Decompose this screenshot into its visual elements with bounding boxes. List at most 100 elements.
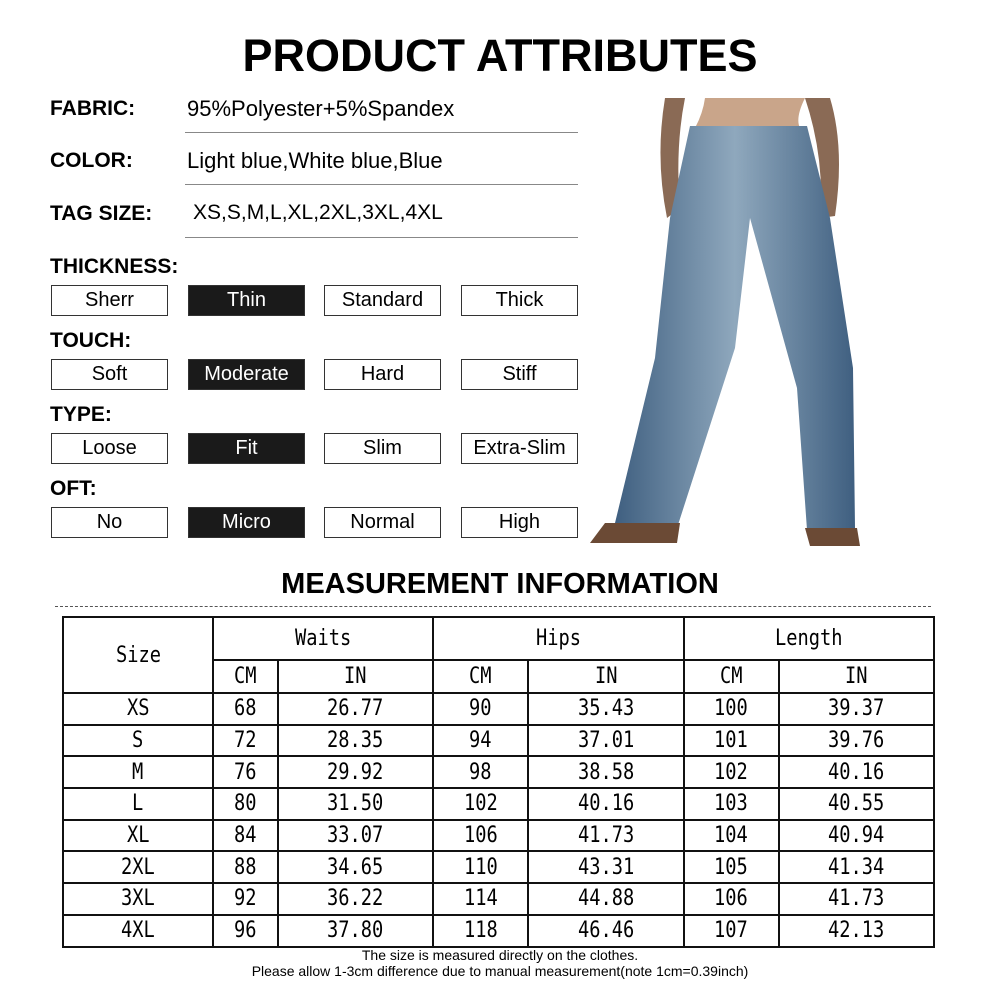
group-header-waist: Waits bbox=[211, 616, 435, 661]
option-box: Hard bbox=[324, 359, 441, 390]
table-cell: 26.77 bbox=[276, 692, 435, 726]
table-cell: 40.55 bbox=[777, 787, 936, 821]
table-cell: 46.46 bbox=[527, 913, 685, 948]
divider bbox=[185, 184, 578, 185]
section-label: OFT: bbox=[50, 477, 97, 500]
option-box: Stiff bbox=[461, 359, 578, 390]
table-cell: 31.50 bbox=[276, 787, 435, 821]
page-title: PRODUCT ATTRIBUTES bbox=[242, 30, 758, 81]
option-box: Slim bbox=[324, 433, 441, 464]
jeans-product-image bbox=[590, 98, 860, 546]
table-cell: 34.65 bbox=[276, 850, 435, 885]
option-box: Thin bbox=[188, 285, 305, 316]
table-row: L 80 31.50 102 40.16 103 40.55 bbox=[62, 787, 936, 821]
table-cell: S bbox=[62, 723, 214, 758]
unit-header: IN bbox=[527, 659, 685, 694]
table-cell: 103 bbox=[682, 787, 780, 821]
unit-header: IN bbox=[777, 659, 936, 694]
table-cell: 114 bbox=[432, 882, 530, 916]
table-cell: 88 bbox=[212, 850, 279, 885]
table-cell: 94 bbox=[432, 723, 530, 758]
option-box: Soft bbox=[51, 359, 168, 390]
unit-header: CM bbox=[432, 659, 530, 694]
table-cell: 35.43 bbox=[527, 692, 685, 726]
attr-label: FABRIC: bbox=[50, 97, 136, 120]
table-cell: XL bbox=[62, 818, 214, 853]
table-cell: 43.31 bbox=[527, 850, 685, 885]
table-cell: 33.07 bbox=[276, 818, 435, 853]
table-cell: 104 bbox=[682, 818, 780, 853]
table-cell: 110 bbox=[432, 850, 530, 885]
table-row: M 76 29.92 98 38.58 102 40.16 bbox=[62, 755, 936, 790]
divider bbox=[185, 132, 578, 133]
table-cell: 40.94 bbox=[777, 818, 936, 853]
option-box: Thick bbox=[461, 285, 578, 316]
size-chart-table: Size Waits Hips Length CM IN CM IN CM IN XS 68… bbox=[62, 616, 936, 948]
table-cell: 96 bbox=[212, 913, 279, 948]
note-measured: The size is measured directly on the clo… bbox=[361, 947, 639, 963]
table-cell: 41.73 bbox=[527, 818, 685, 853]
attr-value: XS,S,M,L,XL,2XL,3XL,4XL bbox=[193, 201, 443, 224]
table-cell: 107 bbox=[682, 913, 780, 948]
table-cell: 80 bbox=[212, 787, 279, 821]
table-cell: 37.01 bbox=[527, 723, 685, 758]
option-box: Standard bbox=[324, 285, 441, 316]
measurement-title: MEASUREMENT INFORMATION bbox=[281, 568, 719, 600]
table-cell: 92 bbox=[212, 882, 279, 916]
table-cell: 68 bbox=[212, 692, 279, 726]
option-box: No bbox=[51, 507, 168, 538]
table-cell: XS bbox=[62, 692, 214, 726]
table-cell: 38.58 bbox=[527, 755, 685, 790]
option-box: Moderate bbox=[188, 359, 305, 390]
table-cell: 106 bbox=[682, 882, 780, 916]
table-cell: 98 bbox=[432, 755, 530, 790]
table-cell: 118 bbox=[432, 913, 530, 948]
group-header-length: Length bbox=[682, 616, 936, 661]
option-box: Extra-Slim bbox=[461, 433, 578, 464]
table-cell: 41.73 bbox=[777, 882, 936, 916]
size-header: Size bbox=[62, 616, 214, 694]
table-cell: 40.16 bbox=[777, 755, 936, 790]
divider bbox=[55, 606, 931, 607]
table-cell: 2XL bbox=[62, 850, 214, 885]
table-row: S 72 28.35 94 37.01 101 39.76 bbox=[62, 723, 936, 758]
table-cell: 41.34 bbox=[777, 850, 936, 885]
table-cell: 39.37 bbox=[777, 692, 936, 726]
table-cell: 37.80 bbox=[276, 913, 435, 948]
option-box: High bbox=[461, 507, 578, 538]
table-cell: 40.16 bbox=[527, 787, 685, 821]
table-cell: 84 bbox=[212, 818, 279, 853]
attr-value: Light blue,White blue,Blue bbox=[187, 148, 443, 173]
table-cell: M bbox=[62, 755, 214, 790]
option-box: Fit bbox=[188, 433, 305, 464]
table-row: 3XL 92 36.22 114 44.88 106 41.73 bbox=[62, 882, 936, 916]
table-cell: 90 bbox=[432, 692, 530, 726]
table-cell: 3XL bbox=[62, 882, 214, 916]
option-box: Loose bbox=[51, 433, 168, 464]
table-cell: 76 bbox=[212, 755, 279, 790]
table-row: XL 84 33.07 106 41.73 104 40.94 bbox=[62, 818, 936, 853]
attr-label: TAG SIZE: bbox=[50, 202, 153, 225]
attr-value: 95%Polyester+5%Spandex bbox=[187, 96, 455, 121]
section-label: THICKNESS: bbox=[50, 255, 179, 278]
table-cell: 29.92 bbox=[276, 755, 435, 790]
table-cell: 42.13 bbox=[777, 913, 936, 948]
table-cell: 101 bbox=[682, 723, 780, 758]
unit-header: IN bbox=[276, 659, 435, 694]
table-cell: 39.76 bbox=[777, 723, 936, 758]
attr-label: COLOR: bbox=[50, 149, 133, 172]
option-box: Micro bbox=[188, 507, 305, 538]
table-cell: 102 bbox=[432, 787, 530, 821]
table-cell: 28.35 bbox=[276, 723, 435, 758]
table-row: 2XL 88 34.65 110 43.31 105 41.34 bbox=[62, 850, 936, 885]
unit-header: CM bbox=[682, 659, 780, 694]
section-label: TOUCH: bbox=[50, 329, 132, 352]
group-header-hips: Hips bbox=[432, 616, 685, 661]
table-cell: 105 bbox=[682, 850, 780, 885]
table-cell: L bbox=[62, 787, 214, 821]
table-row: XS 68 26.77 90 35.43 100 39.37 bbox=[62, 692, 936, 726]
table-cell: 102 bbox=[682, 755, 780, 790]
table-cell: 36.22 bbox=[276, 882, 435, 916]
option-box: Sherr bbox=[51, 285, 168, 316]
unit-header: CM bbox=[212, 659, 279, 694]
